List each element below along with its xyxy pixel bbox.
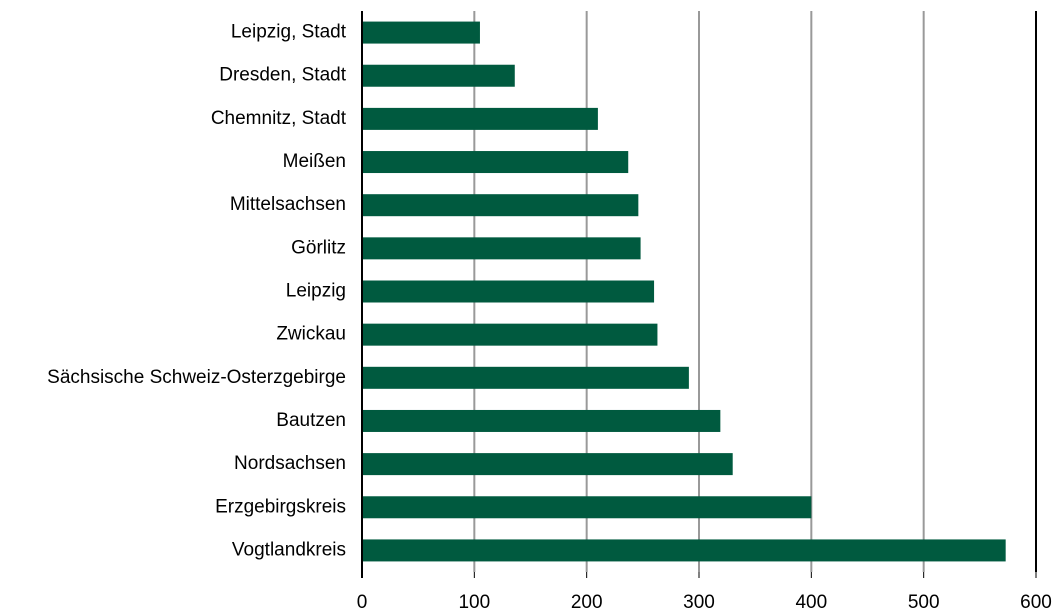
y-tick-label: Leipzig	[286, 281, 346, 302]
x-tick-label: 500	[908, 592, 940, 610]
bar	[362, 323, 658, 346]
y-tick-label: Bautzen	[276, 410, 346, 431]
y-tick-label: Görlitz	[291, 237, 346, 258]
y-tick-label: Meißen	[283, 151, 346, 172]
y-tick-label: Vogtlandkreis	[232, 539, 346, 560]
bar	[362, 107, 598, 130]
bar	[362, 151, 629, 174]
bar	[362, 194, 639, 217]
x-tick-label: 600	[1020, 592, 1052, 610]
x-tick-label: 300	[683, 592, 715, 610]
bar	[362, 64, 515, 87]
y-tick-label: Sächsische Schweiz-Osterzgebirge	[47, 367, 346, 388]
bar	[362, 366, 689, 389]
bar	[362, 409, 721, 432]
bar	[362, 496, 812, 519]
y-tick-label: Zwickau	[276, 324, 346, 345]
y-tick-label: Chemnitz, Stadt	[211, 108, 347, 129]
bar	[362, 539, 1006, 562]
y-tick-label: Leipzig, Stadt	[231, 22, 347, 43]
x-tick-label: 100	[458, 592, 490, 610]
y-tick-label: Dresden, Stadt	[219, 65, 346, 86]
bar	[362, 21, 480, 44]
y-tick-label: Nordsachsen	[234, 453, 346, 474]
x-tick-label: 0	[357, 592, 368, 610]
y-tick-label: Mittelsachsen	[230, 194, 346, 215]
bar	[362, 453, 733, 476]
bar	[362, 280, 655, 303]
x-tick-label: 200	[571, 592, 603, 610]
x-tick-label: 400	[795, 592, 827, 610]
bar	[362, 237, 641, 260]
y-tick-label: Erzgebirgskreis	[215, 496, 346, 517]
